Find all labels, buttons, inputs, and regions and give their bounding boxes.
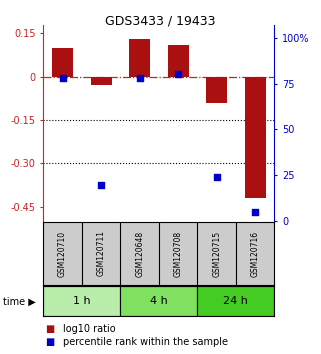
Text: log10 ratio: log10 ratio	[63, 324, 115, 333]
Text: time ▶: time ▶	[3, 297, 36, 307]
Text: GSM120711: GSM120711	[97, 230, 106, 276]
Bar	[91, 77, 112, 85]
Text: percentile rank within the sample: percentile rank within the sample	[63, 337, 228, 347]
Text: 1 h: 1 h	[73, 296, 91, 306]
Point	[137, 75, 142, 81]
Bar	[245, 77, 266, 198]
Text: GSM120715: GSM120715	[212, 230, 221, 276]
Point	[214, 175, 219, 180]
Bar	[168, 45, 189, 77]
Text: GSM120710: GSM120710	[58, 230, 67, 276]
Text: GDS3433 / 19433: GDS3433 / 19433	[105, 14, 216, 27]
Text: GSM120708: GSM120708	[174, 230, 183, 276]
Text: 4 h: 4 h	[150, 296, 168, 306]
Text: 24 h: 24 h	[223, 296, 248, 306]
Point	[176, 72, 181, 77]
Bar	[197, 286, 274, 316]
Point	[60, 75, 65, 81]
Text: ■: ■	[45, 337, 54, 347]
Bar	[206, 77, 227, 103]
Point	[253, 209, 258, 215]
Bar	[120, 286, 197, 316]
Bar	[129, 39, 150, 77]
Bar	[43, 286, 120, 316]
Bar	[52, 48, 73, 77]
Text: ■: ■	[45, 324, 54, 333]
Text: GSM120648: GSM120648	[135, 230, 144, 276]
Text: GSM120716: GSM120716	[251, 230, 260, 276]
Point	[99, 182, 104, 187]
